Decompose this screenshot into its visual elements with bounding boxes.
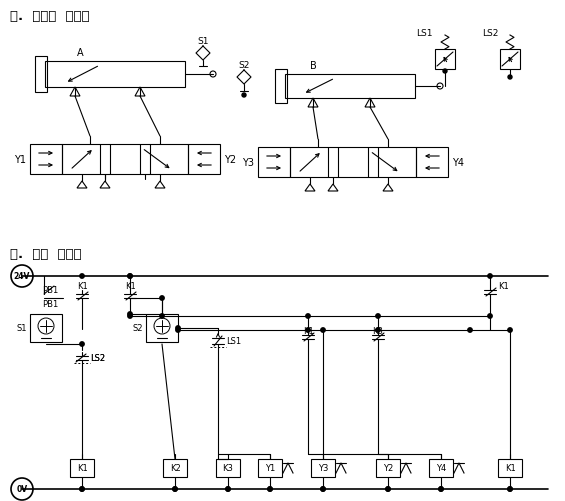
Text: S1: S1 bbox=[16, 324, 27, 333]
Bar bbox=[30, 314, 62, 342]
Text: K1: K1 bbox=[77, 463, 88, 472]
Text: K1: K1 bbox=[125, 282, 136, 291]
Text: Y1: Y1 bbox=[14, 155, 26, 165]
Text: S2: S2 bbox=[133, 324, 143, 333]
Circle shape bbox=[176, 328, 180, 333]
Bar bbox=[376, 459, 400, 477]
Circle shape bbox=[488, 274, 492, 279]
Bar bbox=[70, 459, 94, 477]
Bar bbox=[275, 70, 287, 104]
Bar bbox=[62, 145, 188, 175]
Text: 가.  공기압  회로도: 가. 공기압 회로도 bbox=[10, 10, 90, 23]
Circle shape bbox=[176, 326, 180, 331]
Circle shape bbox=[80, 487, 84, 491]
Text: S1: S1 bbox=[197, 38, 208, 47]
Bar bbox=[311, 459, 335, 477]
Circle shape bbox=[386, 487, 390, 491]
Circle shape bbox=[128, 312, 132, 317]
Bar bbox=[146, 314, 178, 342]
Text: Y4: Y4 bbox=[452, 158, 464, 168]
Circle shape bbox=[508, 487, 512, 491]
Text: LS1: LS1 bbox=[416, 30, 433, 39]
Circle shape bbox=[376, 328, 380, 333]
Circle shape bbox=[488, 314, 492, 319]
Text: K2: K2 bbox=[170, 463, 180, 472]
Circle shape bbox=[376, 314, 380, 319]
Circle shape bbox=[386, 487, 390, 491]
Bar bbox=[500, 50, 520, 70]
Text: Y1: Y1 bbox=[265, 463, 275, 472]
Text: PB1: PB1 bbox=[42, 286, 58, 295]
Circle shape bbox=[160, 314, 164, 319]
Text: K1: K1 bbox=[498, 282, 508, 291]
Bar bbox=[45, 62, 185, 88]
Circle shape bbox=[128, 274, 132, 279]
Text: B: B bbox=[310, 61, 316, 71]
Bar bbox=[498, 459, 522, 477]
Bar bbox=[416, 148, 448, 178]
Text: Y4: Y4 bbox=[436, 463, 446, 472]
Text: K1: K1 bbox=[505, 463, 515, 472]
Text: PB1: PB1 bbox=[42, 300, 58, 309]
Circle shape bbox=[128, 274, 132, 279]
Circle shape bbox=[268, 487, 272, 491]
Circle shape bbox=[306, 314, 310, 319]
Circle shape bbox=[508, 487, 512, 491]
Bar bbox=[290, 148, 416, 178]
Bar bbox=[429, 459, 453, 477]
Text: Y3: Y3 bbox=[318, 463, 328, 472]
Circle shape bbox=[268, 487, 272, 491]
Bar bbox=[188, 145, 220, 175]
Circle shape bbox=[80, 342, 84, 347]
Bar bbox=[35, 57, 47, 93]
Text: 나.  전기  회로도: 나. 전기 회로도 bbox=[10, 247, 81, 261]
Text: Y2: Y2 bbox=[383, 463, 393, 472]
Bar bbox=[216, 459, 240, 477]
Text: K3: K3 bbox=[223, 463, 233, 472]
Bar bbox=[258, 459, 282, 477]
Text: A: A bbox=[77, 48, 83, 58]
Text: 0V: 0V bbox=[16, 484, 28, 493]
Circle shape bbox=[508, 76, 512, 80]
Circle shape bbox=[80, 487, 84, 491]
Circle shape bbox=[226, 487, 230, 491]
Text: K1: K1 bbox=[77, 282, 88, 291]
Text: K1: K1 bbox=[303, 327, 314, 336]
Bar bbox=[30, 145, 62, 175]
Text: K3: K3 bbox=[372, 327, 384, 336]
Circle shape bbox=[160, 296, 164, 301]
Circle shape bbox=[468, 328, 472, 333]
Bar bbox=[163, 459, 187, 477]
Text: Y3: Y3 bbox=[242, 158, 254, 168]
Circle shape bbox=[439, 487, 443, 491]
Circle shape bbox=[443, 70, 447, 74]
Text: 24V: 24V bbox=[14, 272, 30, 281]
Circle shape bbox=[80, 274, 84, 279]
Circle shape bbox=[173, 487, 177, 491]
Text: LS1: LS1 bbox=[226, 337, 241, 346]
Circle shape bbox=[321, 487, 325, 491]
Text: LS2: LS2 bbox=[90, 354, 105, 363]
Circle shape bbox=[508, 328, 512, 333]
Text: LS2: LS2 bbox=[90, 354, 105, 363]
Circle shape bbox=[128, 314, 132, 319]
Bar bbox=[285, 75, 415, 99]
Circle shape bbox=[242, 94, 246, 98]
Text: Y2: Y2 bbox=[224, 155, 236, 165]
Circle shape bbox=[321, 328, 325, 333]
Circle shape bbox=[439, 487, 443, 491]
Circle shape bbox=[306, 328, 310, 333]
Bar bbox=[435, 50, 455, 70]
Bar bbox=[258, 148, 290, 178]
Circle shape bbox=[173, 487, 177, 491]
Text: S2: S2 bbox=[238, 62, 250, 70]
Circle shape bbox=[226, 487, 230, 491]
Text: LS2: LS2 bbox=[481, 30, 498, 39]
Circle shape bbox=[321, 487, 325, 491]
